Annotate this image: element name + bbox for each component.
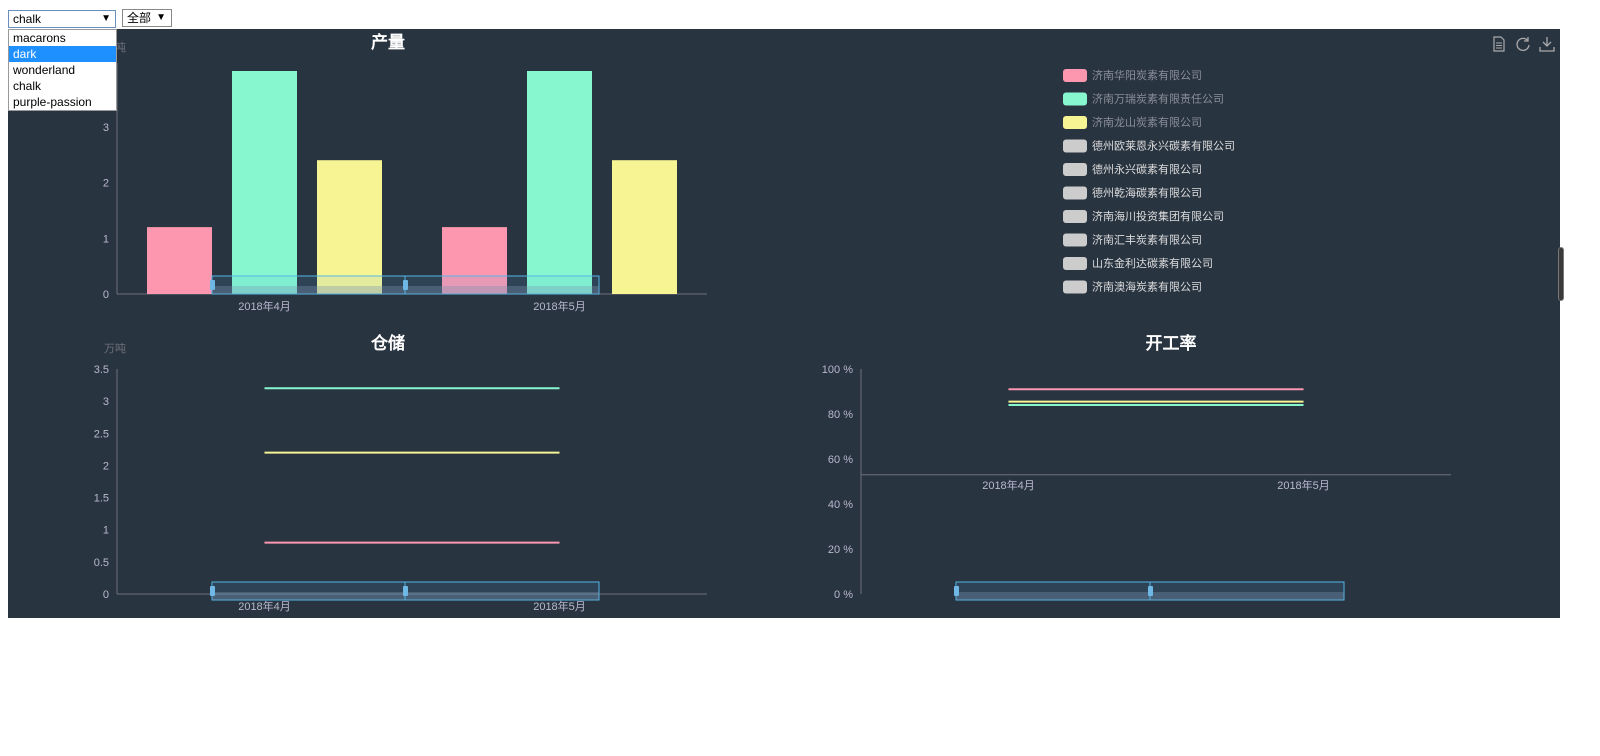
y-tick-label-utilization: 0 % — [834, 589, 853, 601]
data-view-icon[interactable] — [1490, 35, 1508, 53]
y-tick-label-storage: 1.5 — [94, 493, 109, 505]
y-tick-label-production: 2 — [103, 178, 109, 190]
legend-swatch — [1063, 233, 1087, 247]
legend-item[interactable]: 德州欧莱恩永兴碳素有限公司 — [1092, 139, 1235, 153]
legend-item[interactable]: 德州永兴碳素有限公司 — [1092, 162, 1202, 176]
theme-option-chalk[interactable]: chalk — [13, 79, 42, 93]
y-tick-label-utilization: 80 % — [828, 409, 853, 421]
y-tick-label-storage: 3 — [103, 396, 109, 408]
legend-swatch — [1063, 163, 1087, 176]
production-datazoom-handle-2 — [403, 280, 408, 290]
x-tick-label-storage: 2018年5月 — [533, 599, 586, 613]
y-tick-label-storage: 2.5 — [94, 428, 109, 440]
page-scrollbar-thumb[interactable] — [1558, 247, 1564, 301]
theme-dropdown-list: macarons dark wonderland chalk purple-passio… — [8, 29, 117, 111]
range-select-value: 全部 — [127, 11, 152, 25]
legend-swatch — [1063, 92, 1087, 106]
range-select[interactable]: 全部 ▼ — [122, 9, 172, 27]
theme-option-wonderland[interactable]: wonderland — [13, 63, 76, 77]
chart-title-production: 产量 — [371, 32, 405, 53]
legend-swatch — [1063, 257, 1087, 270]
utilization-datazoom-handle-1 — [954, 586, 959, 596]
legend-swatch — [1063, 210, 1087, 223]
legend-swatch — [1063, 139, 1087, 153]
y-tick-label-utilization: 60 % — [828, 454, 853, 466]
chevron-down-icon: ▼ — [101, 13, 111, 24]
y-tick-label-production: 3 — [103, 122, 109, 134]
chart-toolbox — [1490, 35, 1556, 53]
legend-item[interactable]: 济南海川投资集团有限公司 — [1092, 209, 1224, 223]
theme-option-purple-passion[interactable]: purple-passion — [13, 95, 92, 109]
y-tick-label-storage: 2 — [103, 460, 109, 472]
legend-item[interactable]: 济南华阳炭素有限公司 — [1092, 68, 1202, 82]
legend-swatch — [1063, 116, 1087, 129]
theme-option-dark[interactable]: dark — [9, 46, 116, 62]
bar-production — [527, 71, 592, 294]
y-tick-label-storage: 0.5 — [94, 557, 109, 569]
x-tick-label-utilization: 2018年5月 — [1277, 478, 1330, 492]
legend-item[interactable]: 济南龙山炭素有限公司 — [1092, 115, 1202, 129]
legend-item[interactable]: 济南万瑞炭素有限责任公司 — [1092, 92, 1224, 106]
bar-production — [317, 160, 382, 294]
storage-datazoom-handle-2 — [403, 586, 408, 596]
y-tick-label-utilization: 40 % — [828, 499, 853, 511]
theme-option-macarons[interactable]: macarons — [13, 31, 66, 45]
legend-swatch — [1063, 186, 1087, 200]
charts-canvas: 产量万吨 0 1 2 3 2018年4月 2018年5月 济南华阳炭素有限公司济南万瑞炭素有限… — [94, 32, 1451, 613]
legend-item[interactable]: 济南汇丰炭素有限公司 — [1092, 233, 1202, 247]
y-tick-label-production: 0 — [103, 289, 109, 301]
y-tick-label-utilization: 20 % — [828, 544, 853, 556]
x-tick-label-production: 2018年4月 — [238, 299, 291, 313]
storage-datazoom-handle-1 — [210, 586, 215, 596]
x-tick-label-utilization: 2018年4月 — [982, 478, 1035, 492]
restore-icon[interactable] — [1514, 35, 1532, 53]
y-tick-label-storage: 3.5 — [94, 364, 109, 376]
y-tick-label-storage: 0 — [103, 589, 109, 601]
chevron-down-icon: ▼ — [156, 12, 166, 23]
production-datazoom-handle-1 — [210, 280, 215, 290]
dashboard-panel: 产量万吨 0 1 2 3 2018年4月 2018年5月 济南华阳炭素有限公司济南万瑞炭素有限… — [8, 29, 1560, 618]
chart-title-utilization: 开工率 — [1146, 333, 1197, 354]
legend-item[interactable]: 德州乾海碳素有限公司 — [1092, 186, 1202, 200]
chart-title-storage: 仓储 — [370, 333, 405, 354]
legend-swatch — [1063, 69, 1087, 82]
y-unit-storage: 万吨 — [104, 342, 126, 355]
bar-production — [232, 71, 297, 294]
bar-production — [612, 160, 677, 294]
x-tick-label-production: 2018年5月 — [533, 299, 586, 313]
y-tick-label-utilization: 100 % — [822, 364, 853, 376]
download-icon[interactable] — [1538, 35, 1556, 53]
bar-production — [147, 227, 212, 294]
bar-production — [442, 227, 507, 294]
legend-item[interactable]: 山东金利达碳素有限公司 — [1092, 256, 1213, 270]
legend-swatch — [1063, 280, 1087, 294]
x-tick-label-storage: 2018年4月 — [238, 599, 291, 613]
y-tick-label-production: 1 — [103, 233, 109, 245]
utilization-datazoom-handle-2 — [1148, 586, 1153, 596]
theme-select-value: chalk — [13, 12, 42, 26]
theme-select[interactable]: chalk ▼ — [8, 10, 116, 28]
legend-item[interactable]: 济南澳海炭素有限公司 — [1092, 280, 1202, 294]
y-tick-label-storage: 1 — [103, 525, 109, 537]
